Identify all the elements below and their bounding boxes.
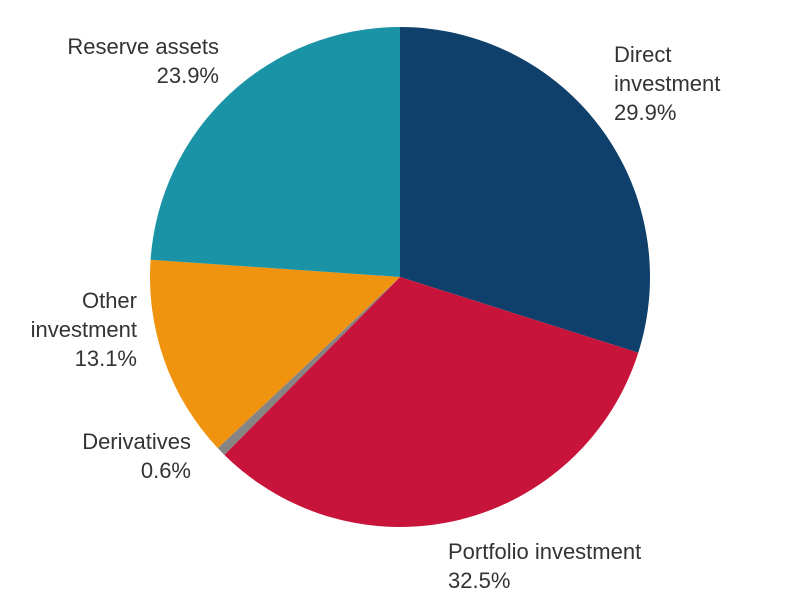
label-text: investment	[614, 71, 721, 96]
label-text: Portfolio investment	[448, 539, 642, 564]
pie-slice-derivatives	[217, 277, 400, 455]
label-value: 13.1%	[74, 346, 137, 371]
label-portfolio-investment: Portfolio investment 32.5%	[448, 537, 641, 595]
pie-slice-direct-investment	[400, 27, 650, 353]
label-text: Derivatives	[82, 429, 191, 454]
label-text: Reserve assets	[67, 34, 219, 59]
pie-slice-portfolio-investment	[224, 277, 639, 528]
label-value: 32.5%	[448, 568, 511, 593]
label-reserve-assets: Reserve assets 23.9%	[67, 32, 219, 90]
label-value: 0.6%	[140, 458, 191, 483]
label-other-investment: Other investment 13.1%	[31, 286, 137, 373]
pie-slice-other-investment	[150, 259, 400, 449]
label-value: 23.9%	[156, 63, 219, 88]
label-derivatives: Derivatives 0.6%	[82, 427, 191, 485]
pie-slice-reserve-assets	[150, 27, 400, 277]
label-text: Other	[81, 288, 137, 313]
label-value: 29.9%	[614, 100, 677, 125]
label-direct-investment: Direct investment 29.9%	[614, 40, 720, 127]
label-text: Direct	[614, 42, 672, 67]
label-text: investment	[30, 317, 137, 342]
